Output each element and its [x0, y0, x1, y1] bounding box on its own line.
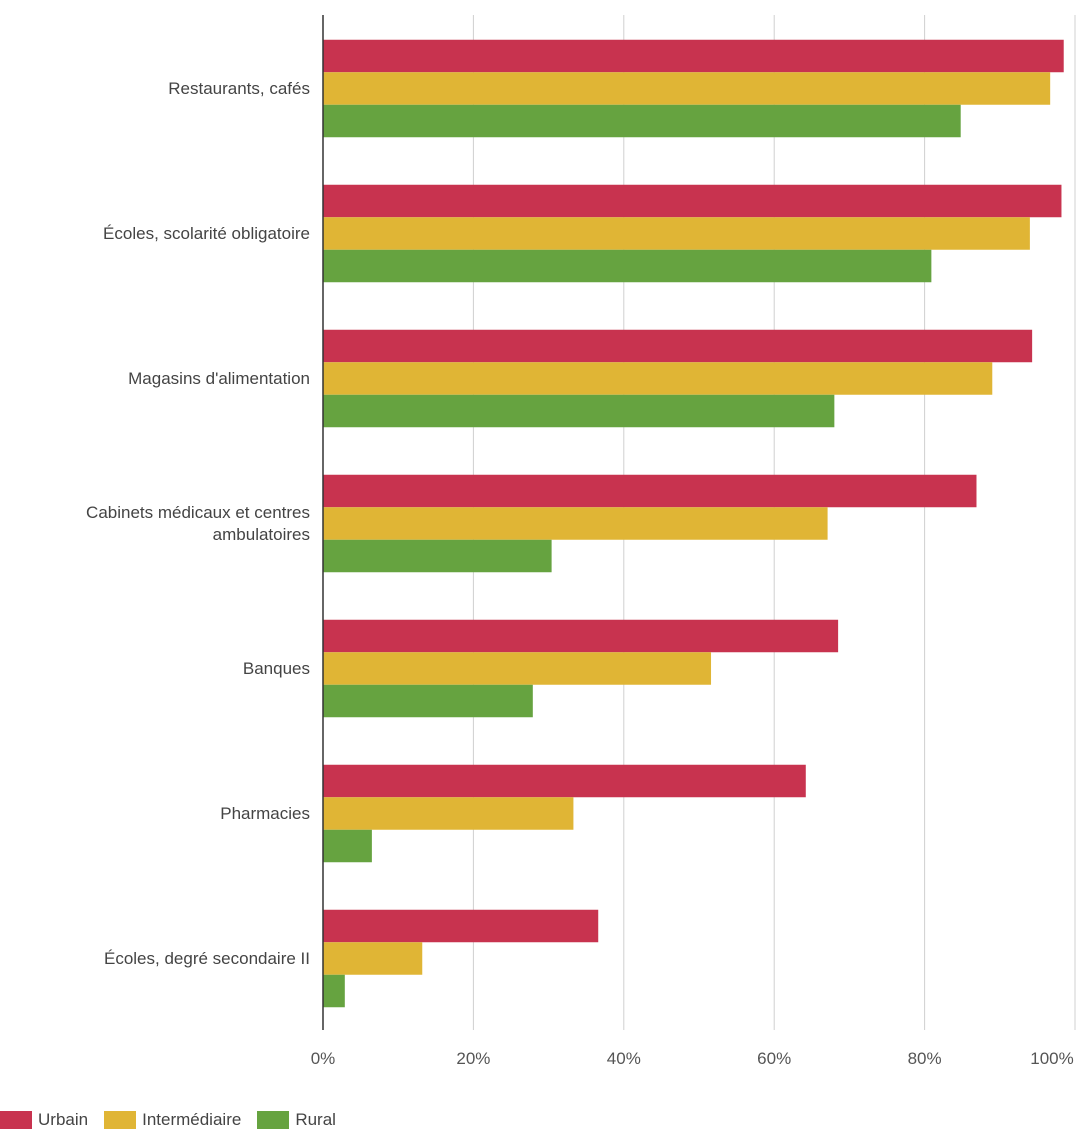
x-tick-label: 100% [1030, 1049, 1073, 1068]
legend-label-urbain: Urbain [38, 1110, 89, 1129]
bar-urbain [323, 764, 806, 798]
bar-urbain [323, 474, 977, 508]
bar-intermediaire [323, 362, 993, 395]
bar-urbain [323, 39, 1064, 73]
legend-item-intermediaire: Intermédiaire [104, 1110, 241, 1130]
bars [323, 39, 1064, 1008]
bar-intermediaire [323, 217, 1030, 250]
bar-rural [323, 104, 961, 138]
bar-urbain [323, 909, 599, 943]
x-axis-ticks: 0% 20% 40% 60% 80% 100% [311, 1049, 1074, 1068]
bar-intermediaire [323, 797, 574, 830]
bar-rural [323, 249, 932, 283]
legend-swatch-rural [257, 1111, 290, 1129]
bar-rural [323, 394, 835, 428]
legend-swatch-intermediaire [104, 1111, 137, 1129]
x-tick-label: 60% [757, 1049, 791, 1068]
legend-swatch-urbain [0, 1111, 32, 1129]
bar-urbain [323, 619, 839, 653]
category-label: Écoles, degré secondaire II [103, 948, 310, 968]
category-label: Banques [242, 658, 310, 678]
bar-rural [323, 539, 552, 573]
legend-label-rural: Rural [295, 1110, 336, 1129]
legend-item-rural: Rural [257, 1110, 336, 1130]
x-tick-label: 80% [908, 1049, 942, 1068]
bar-intermediaire [323, 507, 828, 540]
category-label: Magasins d'alimentation [128, 368, 310, 388]
legend-item-urbain: Urbain [0, 1110, 88, 1130]
bar-rural [323, 974, 345, 1008]
bar-rural [323, 829, 372, 863]
bar-rural [323, 684, 533, 718]
bar-intermediaire [323, 942, 423, 975]
category-label: Pharmacies [220, 803, 310, 823]
bar-urbain [323, 329, 1033, 363]
category-label: Écoles, scolarité obligatoire [103, 223, 310, 243]
legend-label-intermediaire: Intermédiaire [142, 1110, 242, 1129]
legend: Urbain Intermédiaire Rural [0, 1108, 336, 1132]
bar-urbain [323, 184, 1062, 218]
x-tick-label: 40% [607, 1049, 641, 1068]
category-label: Restaurants, cafés [168, 78, 310, 98]
x-tick-label: 0% [311, 1049, 336, 1068]
bar-intermediaire [323, 72, 1051, 105]
bar-intermediaire [323, 652, 712, 685]
category-label: Cabinets médicaux et centres ambulatoire… [86, 502, 310, 544]
bar-chart: 0% 20% 40% 60% 80% 100% [311, 15, 1076, 1068]
x-tick-label: 20% [456, 1049, 490, 1068]
